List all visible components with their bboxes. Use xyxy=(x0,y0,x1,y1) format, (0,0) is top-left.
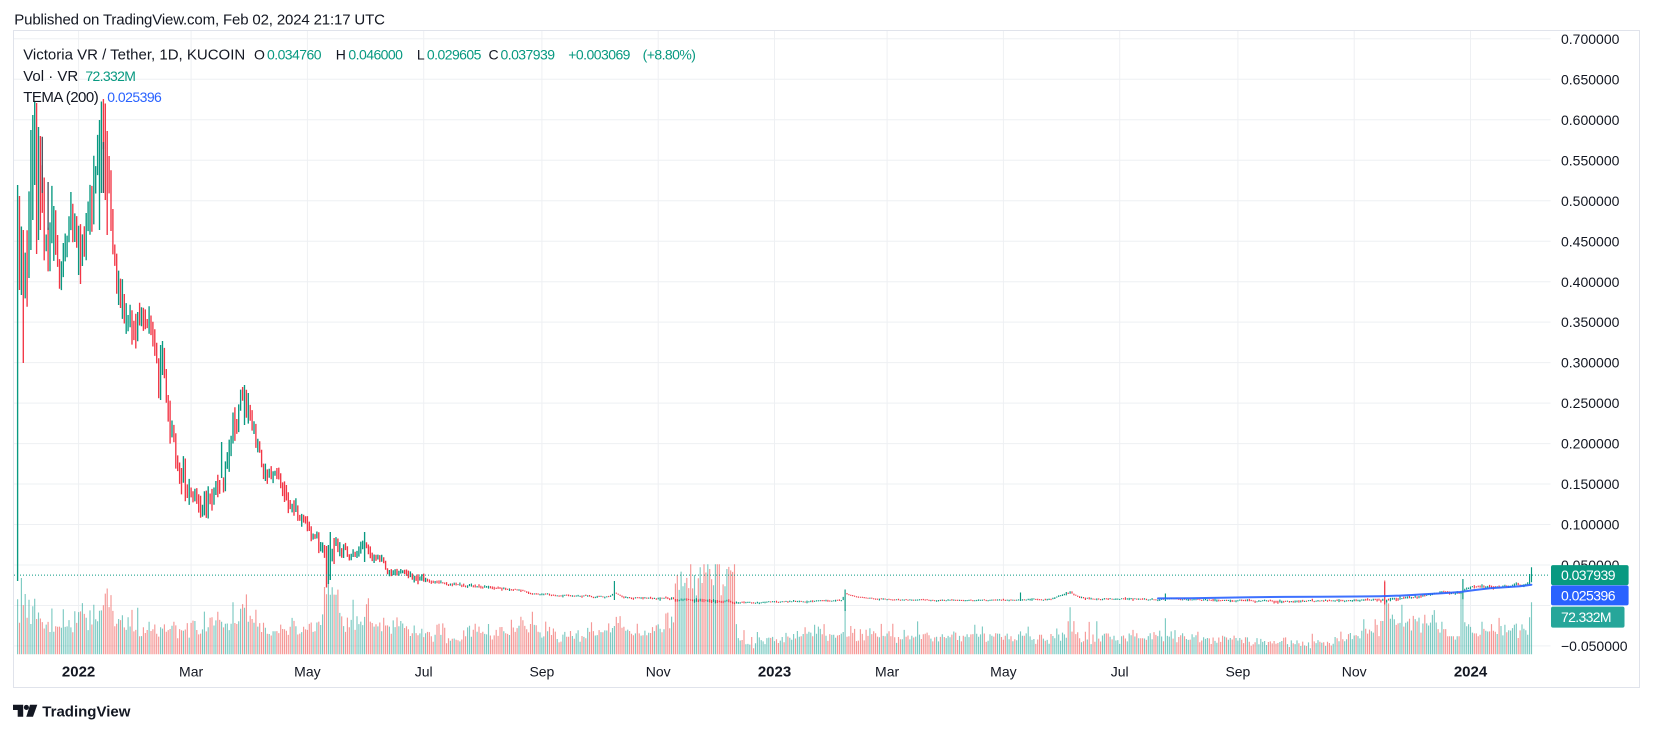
svg-text:TEMA (200): TEMA (200) xyxy=(23,89,99,106)
svg-text:2024: 2024 xyxy=(1454,664,1488,681)
svg-text:2022: 2022 xyxy=(62,664,95,681)
svg-text:Mar: Mar xyxy=(179,664,203,680)
svg-text:Sep: Sep xyxy=(529,664,554,680)
svg-text:−0.050000: −0.050000 xyxy=(1561,638,1628,654)
svg-text:0.550000: 0.550000 xyxy=(1561,152,1620,168)
svg-text:0.100000: 0.100000 xyxy=(1561,517,1620,533)
svg-text:0.350000: 0.350000 xyxy=(1561,314,1620,330)
svg-text:0.650000: 0.650000 xyxy=(1561,71,1620,87)
svg-text:+0.003069: +0.003069 xyxy=(568,47,630,63)
svg-text:0.029605: 0.029605 xyxy=(427,47,482,63)
svg-text:0.150000: 0.150000 xyxy=(1561,476,1620,492)
svg-text:0.025396: 0.025396 xyxy=(107,89,162,105)
svg-text:O: O xyxy=(254,47,265,63)
svg-text:72.332M: 72.332M xyxy=(85,68,135,84)
svg-text:0.037939: 0.037939 xyxy=(501,47,556,63)
svg-text:May: May xyxy=(990,664,1016,680)
svg-text:0.025396: 0.025396 xyxy=(1561,588,1616,604)
svg-text:0.400000: 0.400000 xyxy=(1561,274,1620,290)
svg-text:C: C xyxy=(489,47,499,63)
svg-text:Jul: Jul xyxy=(415,664,433,680)
svg-text:0.250000: 0.250000 xyxy=(1561,395,1620,411)
svg-text:(+8.80%): (+8.80%) xyxy=(643,47,696,63)
svg-text:0.200000: 0.200000 xyxy=(1561,436,1620,452)
svg-text:0.034760: 0.034760 xyxy=(267,47,322,63)
svg-text:72.332M: 72.332M xyxy=(1561,609,1611,625)
svg-text:Victoria VR / Tether, 1D, KUCO: Victoria VR / Tether, 1D, KUCOIN xyxy=(23,47,245,64)
svg-text:Published on TradingView.com,: Published on TradingView.com, Feb 02, 20… xyxy=(14,11,385,28)
svg-text:Nov: Nov xyxy=(1342,664,1367,680)
svg-text:Sep: Sep xyxy=(1225,664,1250,680)
svg-text:Nov: Nov xyxy=(646,664,671,680)
svg-text:0.450000: 0.450000 xyxy=(1561,233,1620,249)
svg-text:0.300000: 0.300000 xyxy=(1561,355,1620,371)
svg-text:TradingView: TradingView xyxy=(42,704,130,721)
svg-text:2023: 2023 xyxy=(758,664,791,681)
svg-text:0.600000: 0.600000 xyxy=(1561,112,1620,128)
svg-text:May: May xyxy=(294,664,320,680)
svg-text:0.046000: 0.046000 xyxy=(348,47,403,63)
svg-text:L: L xyxy=(417,47,425,63)
svg-text:Mar: Mar xyxy=(875,664,899,680)
svg-text:H: H xyxy=(336,47,346,63)
svg-text:0.700000: 0.700000 xyxy=(1561,31,1620,47)
svg-text:0.037939: 0.037939 xyxy=(1561,567,1616,583)
svg-text:Vol · VR: Vol · VR xyxy=(23,68,78,85)
svg-text:Jul: Jul xyxy=(1111,664,1129,680)
svg-text:0.500000: 0.500000 xyxy=(1561,193,1620,209)
